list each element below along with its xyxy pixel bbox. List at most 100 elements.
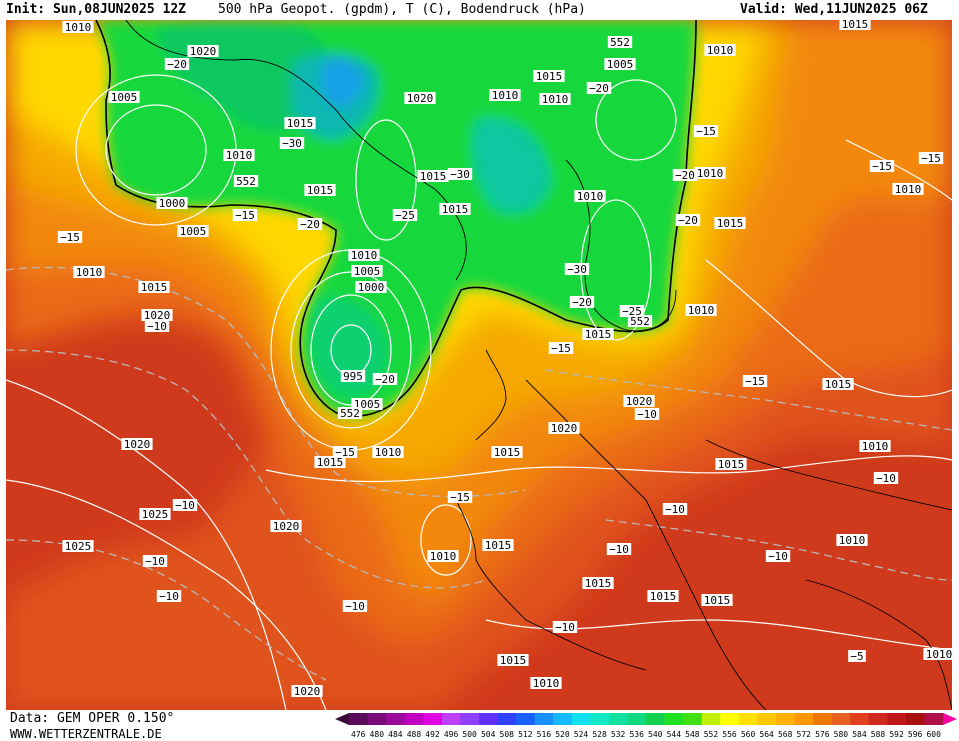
pressure-label-text: 995	[343, 370, 363, 383]
legend-tick-label: 512	[518, 730, 533, 739]
pressure-label: 1010	[892, 183, 924, 196]
temperature-label-text: −5	[850, 650, 863, 663]
pressure-label-text: 1015	[420, 170, 447, 183]
pressure-label: 1015	[439, 203, 471, 216]
temperature-label-text: −10	[159, 590, 179, 603]
legend-swatch	[516, 713, 536, 725]
legend-swatch	[553, 713, 573, 725]
legend-swatch	[386, 713, 406, 725]
pressure-label: 1020	[623, 395, 655, 408]
data-source-label: Data: GEM OPER 0.150°	[10, 711, 175, 726]
pressure-label: 1015	[822, 378, 854, 391]
temperature-label-text: −20	[572, 296, 592, 309]
temperature-label: −15	[918, 152, 944, 165]
temperature-label: −15	[57, 231, 83, 244]
temperature-label-text: −10	[345, 600, 365, 613]
pressure-label: 995	[340, 370, 366, 383]
pressure-label: 552	[233, 175, 259, 188]
legend-tick-label: 536	[629, 730, 644, 739]
temperature-label: −10	[156, 590, 182, 603]
pressure-label-text: 1015	[842, 20, 869, 31]
legend-arrow-left	[335, 713, 349, 725]
legend-swatch	[441, 713, 461, 725]
pressure-label: 1010	[223, 149, 255, 162]
legend-swatch	[775, 713, 795, 725]
pressure-label: 1010	[859, 440, 891, 453]
legend-tick-label: 568	[778, 730, 793, 739]
legend-swatch	[683, 713, 703, 725]
pressure-label: 1015	[138, 281, 170, 294]
pressure-label: 1015	[417, 170, 449, 183]
temperature-label: −10	[634, 408, 660, 421]
pressure-label-text: 552	[630, 315, 650, 328]
pressure-label-layer: 1010 1020 552 1010 1015 1005 1015 1005 1020 1010 1…	[62, 20, 952, 698]
pressure-label-text: 1025	[142, 508, 169, 521]
website-label: WWW.WETTERZENTRALE.DE	[10, 727, 162, 741]
legend-tick-label: 516	[537, 730, 552, 739]
pressure-label: 552	[627, 315, 653, 328]
pressure-label: 1015	[491, 446, 523, 459]
temperature-label-text: −10	[665, 503, 685, 516]
pressure-label-text: 1010	[688, 304, 715, 317]
pressure-label-text: 1020	[144, 309, 171, 322]
temperature-label: −10	[142, 555, 168, 568]
pressure-label-text: 1015	[494, 446, 521, 459]
chart-header: Init: Sun,08JUN2025 12Z 500 hPa Geopot. …	[0, 0, 959, 20]
temperature-label-text: −20	[300, 218, 320, 231]
legend-tick-label: 496	[444, 730, 459, 739]
isotherm-lines	[6, 266, 952, 681]
pressure-label: 1005	[351, 265, 383, 278]
pressure-label-text: 1010	[533, 677, 560, 690]
pressure-label-text: 1010	[375, 446, 402, 459]
legend-tick-label: 588	[871, 730, 886, 739]
temperature-label-text: −15	[60, 231, 80, 244]
temperature-label-text: −10	[609, 543, 629, 556]
temperature-label: −30	[279, 137, 305, 150]
temperature-label-text: −10	[768, 550, 788, 563]
temperature-label-text: −20	[678, 214, 698, 227]
legend-tick-label: 504	[481, 730, 496, 739]
temperature-label-text: −10	[555, 621, 575, 634]
temperature-label-text: −10	[175, 499, 195, 512]
pressure-label: 1025	[62, 540, 94, 553]
pressure-label-text: 1010	[577, 190, 604, 203]
temperature-label: −20	[297, 218, 323, 231]
legend-tick-label: 584	[852, 730, 867, 739]
legend-tick-label: 552	[704, 730, 719, 739]
pressure-label: 1020	[291, 685, 323, 698]
pressure-label-text: 1020	[273, 520, 300, 533]
legend-tick-label: 480	[370, 730, 385, 739]
temperature-label: −10	[144, 320, 170, 333]
legend-tick-label: 600	[926, 730, 941, 739]
pressure-label-text: 1005	[180, 225, 207, 238]
temperature-label: −10	[342, 600, 368, 613]
pressure-label: 1020	[121, 438, 153, 451]
pressure-label: 1015	[714, 217, 746, 230]
pressure-label: 1015	[701, 594, 733, 607]
temperature-label: −10	[172, 499, 198, 512]
pressure-label: 1005	[177, 225, 209, 238]
color-legend: 476 480 484 488 492 496 500 504 508 512 516 520 524 5…	[335, 713, 957, 739]
temperature-label-text: −10	[637, 408, 657, 421]
pressure-label: 1010	[694, 167, 726, 180]
pressure-label: 1015	[497, 654, 529, 667]
pressure-label-text: 1020	[551, 422, 578, 435]
legend-swatch	[720, 713, 740, 725]
pressure-label-text: 1010	[65, 21, 92, 34]
legend-swatch	[831, 713, 851, 725]
temperature-label: −10	[765, 550, 791, 563]
pressure-label-text: 1015	[718, 458, 745, 471]
legend-swatch	[738, 713, 758, 725]
temperature-label-text: −25	[622, 305, 642, 318]
legend-tick-label: 548	[685, 730, 700, 739]
pressure-label-text: 1005	[607, 58, 634, 71]
pressure-label: 1005	[108, 91, 140, 104]
temperature-label-text: −30	[282, 137, 302, 150]
pressure-label-text: 552	[610, 36, 630, 49]
pressure-label: 1010	[62, 21, 94, 34]
legend-tick-label: 592	[889, 730, 904, 739]
legend-swatch	[534, 713, 554, 725]
pressure-label-text: 1015	[825, 378, 852, 391]
legend-tick-label: 508	[500, 730, 515, 739]
pressure-label-text: 1015	[717, 217, 744, 230]
